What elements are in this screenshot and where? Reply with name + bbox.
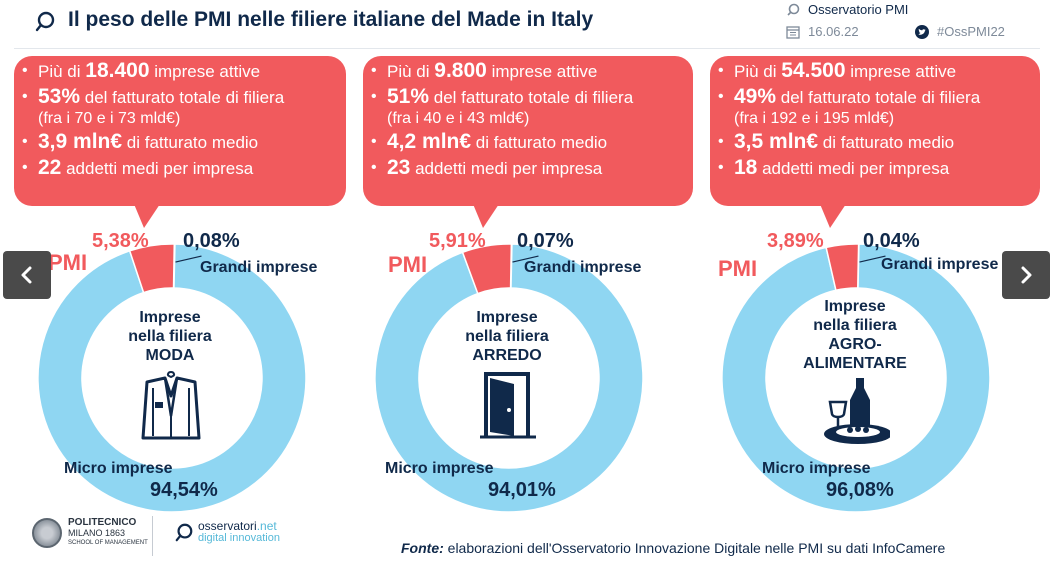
donut-segment-grandi-agroalimentare xyxy=(855,243,860,289)
twitter-icon xyxy=(915,24,929,39)
card-tail xyxy=(820,204,846,228)
card-moda-line-1: Più di 18.400 imprese attive xyxy=(22,60,332,83)
source-text: elaborazioni dell'Osservatorio Innovazio… xyxy=(447,540,946,556)
micro-percent-moda: 94,54% xyxy=(150,479,218,501)
card-tail xyxy=(473,204,499,228)
grandi-leader-line-moda xyxy=(175,255,202,263)
micro-label-agro: Micro imprese xyxy=(762,460,871,477)
open-door-icon xyxy=(480,372,536,439)
polimi-name: POLITECNICO xyxy=(68,517,137,528)
pmi-percent-arredo: 5,91% xyxy=(429,230,486,252)
page-title: Il peso delle PMI nelle filiere italiane… xyxy=(68,8,594,31)
meta-hashtag[interactable]: #OssPMI22 xyxy=(915,24,1005,39)
grandi-percent-arredo: 0,07% xyxy=(517,230,574,252)
card-agroalimentare: Più di 54.500 imprese attive 49% del fat… xyxy=(710,56,1040,228)
card-arredo-line-3: 4,2 mln€ di fatturato medio xyxy=(371,131,679,154)
grandi-label-agro: Grandi imprese xyxy=(881,256,999,273)
suit-jacket-icon xyxy=(141,370,201,440)
politecnico-seal-icon xyxy=(32,518,62,548)
pmi-label-moda: PMI xyxy=(48,250,88,275)
micro-label-moda: Micro imprese xyxy=(64,460,173,477)
next-slide-button[interactable] xyxy=(1002,251,1050,299)
center-label-agro: Imprese nella filiera AGRO- ALIMENTARE xyxy=(803,298,907,372)
micro-label-arredo: Micro imprese xyxy=(385,460,494,477)
date-label: 16.06.22 xyxy=(808,24,859,39)
oss-brand: osservatori xyxy=(198,519,257,533)
card-agro-line-2: 49% del fatturato totale di filiera(fra … xyxy=(718,86,1026,128)
card-agro-line-4: 18 addetti medi per impresa xyxy=(718,157,1026,180)
polimi-city: MILANO 1863 xyxy=(68,528,126,538)
meta-org: Osservatorio PMI xyxy=(786,2,908,17)
micro-percent-arredo: 94,01% xyxy=(488,479,556,501)
card-moda-line-2: 53% del fatturato totale di filiera(fra … xyxy=(22,86,332,128)
politecnico-logo: POLITECNICO MILANO 1863 SCHOOL OF MANAGE… xyxy=(32,518,148,548)
center-label-arredo: Imprese nella filiera ARREDO xyxy=(465,309,549,364)
card-agro-line-1: Più di 54.500 imprese attive xyxy=(718,60,1026,83)
card-arredo-line-1: Più di 9.800 imprese attive xyxy=(371,60,679,83)
meta-date: 16.06.22 xyxy=(786,24,859,39)
pmi-percent-agro: 3,89% xyxy=(767,230,824,252)
source-label: Fonte: xyxy=(401,540,444,556)
card-moda-line-3: 3,9 mln€ di fatturato medio xyxy=(22,131,332,154)
card-arredo: Più di 9.800 imprese attive 51% del fatt… xyxy=(363,56,693,228)
grandi-label-moda: Grandi imprese xyxy=(200,259,318,276)
pmi-label-arredo: PMI xyxy=(388,252,428,277)
prev-slide-button[interactable] xyxy=(3,251,51,299)
grandi-label-arredo: Grandi imprese xyxy=(524,259,642,276)
donut-segment-grandi-moda xyxy=(171,243,176,289)
donut-segment-grandi-arredo xyxy=(508,243,513,289)
org-label: Osservatorio PMI xyxy=(808,2,909,17)
chevron-left-icon xyxy=(21,266,32,284)
grandi-percent-moda: 0,08% xyxy=(183,230,240,252)
card-arredo-line-2: 51% del fatturato totale di filiera(fra … xyxy=(371,86,679,128)
oss-tld: .net xyxy=(256,519,277,533)
observatory-logo-icon xyxy=(35,11,55,32)
calendar-icon xyxy=(786,25,800,39)
hashtag-label: #OssPMI22 xyxy=(937,24,1005,39)
observatory-small-icon xyxy=(787,3,800,16)
wine-and-food-icon xyxy=(824,378,890,444)
pmi-percent-moda: 5,38% xyxy=(92,230,149,252)
card-arredo-line-4: 23 addetti medi per impresa xyxy=(371,157,679,180)
card-moda-line-4: 22 addetti medi per impresa xyxy=(22,157,332,180)
center-label-moda: Imprese nella filiera MODA xyxy=(128,309,212,364)
header-divider xyxy=(14,48,1040,49)
grandi-percent-agro: 0,04% xyxy=(863,230,920,252)
chevron-right-icon xyxy=(1021,266,1032,284)
donut-segment-pmi-agroalimentare xyxy=(825,243,860,292)
osservatori-logo-icon xyxy=(175,523,193,542)
card-moda: Più di 18.400 imprese attive 53% del fat… xyxy=(14,56,346,228)
pmi-label-agro: PMI xyxy=(718,256,758,281)
source-note: Fonte: elaborazioni dell'Osservatorio In… xyxy=(401,540,945,556)
footer-divider xyxy=(152,516,153,556)
card-agro-line-3: 3,5 mln€ di fatturato medio xyxy=(718,131,1026,154)
osservatori-logo: osservatori.net digital innovation xyxy=(174,520,280,544)
polimi-school: SCHOOL OF MANAGEMENT xyxy=(68,540,148,546)
card-tail xyxy=(134,204,160,228)
oss-sub: digital innovation xyxy=(198,532,280,544)
micro-percent-agro: 96,08% xyxy=(826,479,894,501)
